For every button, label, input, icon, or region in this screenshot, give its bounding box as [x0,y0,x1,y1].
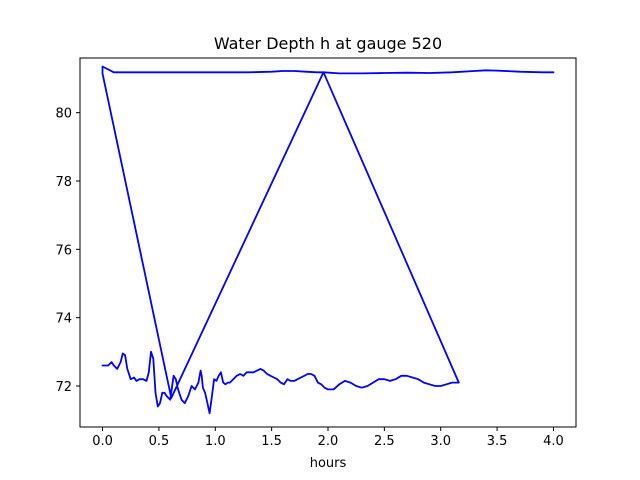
x-tick-label: 2.0 [318,434,339,449]
x-tick-label: 1.0 [205,434,226,449]
x-tick-label: 3.0 [430,434,451,449]
y-axis: 72 74 76 78 80 [55,107,80,395]
y-tick-label: 80 [55,107,72,122]
y-tick-label: 78 [55,175,72,190]
x-tick-label: 4.0 [543,434,564,449]
x-tick-label: 0.5 [149,434,170,449]
chart-title: Water Depth h at gauge 520 [214,34,442,53]
x-tick-label: 0.0 [92,434,113,449]
x-axis-label: hours [310,456,347,471]
y-tick-label: 74 [55,312,72,327]
x-tick-label: 2.5 [374,434,395,449]
x-axis: 0.0 0.5 1.0 1.5 2.0 2.5 3.0 3.5 4.0 [92,427,564,449]
x-tick-label: 1.5 [261,434,282,449]
x-tick-label: 3.5 [487,434,508,449]
y-tick-label: 76 [55,243,72,258]
series-line [101,65,555,415]
y-tick-label: 72 [55,380,72,395]
